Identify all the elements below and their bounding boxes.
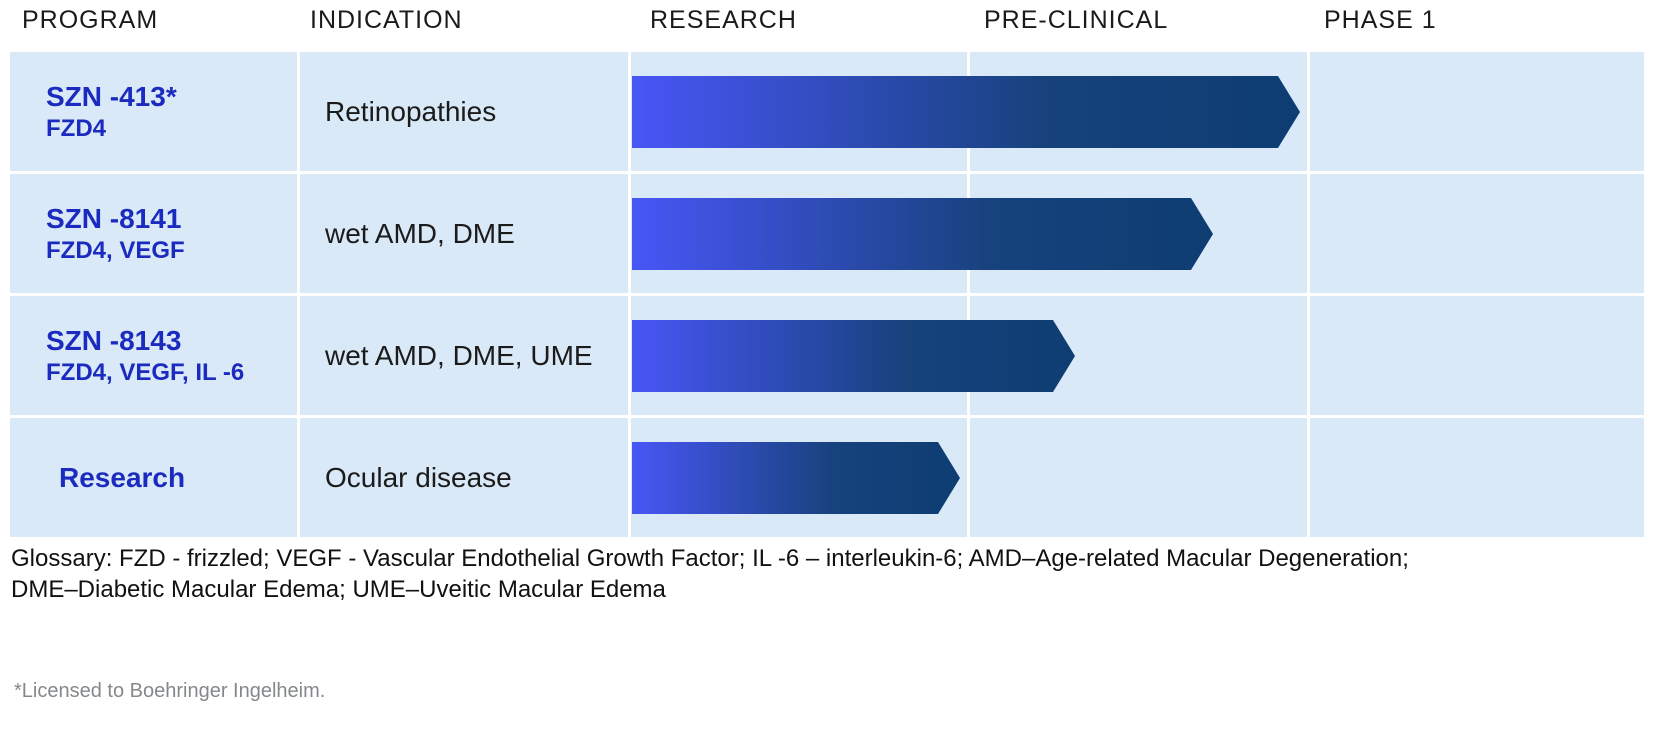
glossary-line-1: Glossary: FZD - frizzled; VEGF - Vascula… <box>11 545 1409 572</box>
column-header-phase1: PHASE 1 <box>1324 6 1437 34</box>
indication-label: Ocular disease <box>325 461 512 493</box>
license-footnote: *Licensed to Boehringer Ingelheim. <box>14 680 326 702</box>
stage-cell-preclinical <box>970 52 1307 171</box>
indication-label: Retinopathies <box>325 95 497 127</box>
stage-cell-phase1 <box>1310 174 1644 293</box>
program-name: SZN -8141 <box>46 202 182 234</box>
indication-cell: Ocular disease <box>300 418 628 537</box>
column-header-research: RESEARCH <box>650 6 797 34</box>
stage-cell-preclinical <box>970 174 1307 293</box>
glossary-line-2: DME–Diabetic Macular Edema; UME–Uveitic … <box>11 576 666 603</box>
stage-cell-phase1 <box>1310 418 1644 537</box>
program-name: SZN -8143 <box>46 324 182 356</box>
stage-cell-research <box>631 296 967 415</box>
glossary: Glossary: FZD - frizzled; VEGF - Vascula… <box>11 543 1571 605</box>
indication-cell: wet AMD, DME, UME <box>300 296 628 415</box>
program-name: SZN -413* <box>46 80 177 112</box>
indication-cell: Retinopathies <box>300 52 628 171</box>
program-target: FZD4, VEGF, IL -6 <box>46 358 245 386</box>
column-header-indication: INDICATION <box>310 6 463 34</box>
column-header-program: PROGRAM <box>22 6 159 34</box>
stage-cell-phase1 <box>1310 296 1644 415</box>
program-cell: SZN -8143 FZD4, VEGF, IL -6 <box>10 296 297 415</box>
program-name: Research <box>59 461 186 493</box>
program-target: FZD4, VEGF <box>46 236 185 264</box>
pipeline-table: SZN -413* FZD4 Retinopathies SZN -8141 F… <box>10 52 1644 537</box>
program-target: FZD4 <box>46 114 106 142</box>
stage-cell-phase1 <box>1310 52 1644 171</box>
stage-cell-preclinical <box>970 418 1307 537</box>
program-cell: SZN -8141 FZD4, VEGF <box>10 174 297 293</box>
column-header-preclinical: PRE-CLINICAL <box>984 6 1169 34</box>
stage-cell-research <box>631 174 967 293</box>
indication-label: wet AMD, DME, UME <box>325 339 593 371</box>
stage-cell-preclinical <box>970 296 1307 415</box>
indication-label: wet AMD, DME <box>325 217 515 249</box>
program-cell: Research <box>10 418 297 537</box>
program-cell: SZN -413* FZD4 <box>10 52 297 171</box>
stage-cell-research <box>631 418 967 537</box>
stage-cell-research <box>631 52 967 171</box>
indication-cell: wet AMD, DME <box>300 174 628 293</box>
